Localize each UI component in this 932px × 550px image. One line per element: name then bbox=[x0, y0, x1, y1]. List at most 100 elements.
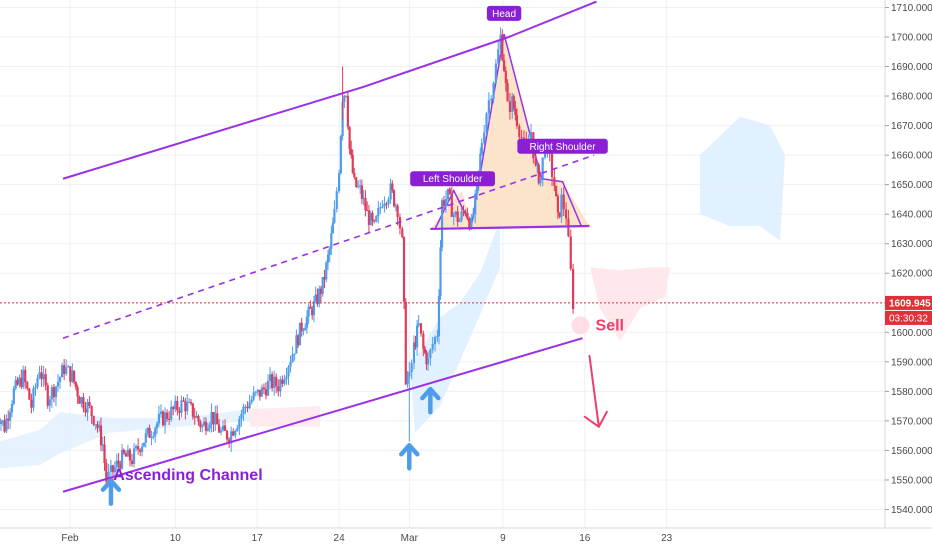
candle-body bbox=[353, 172, 356, 178]
head-shoulders-fill bbox=[430, 34, 590, 229]
candle-body bbox=[144, 433, 147, 443]
candle-body bbox=[180, 400, 183, 413]
candle-body bbox=[74, 381, 77, 388]
candle-body bbox=[12, 388, 15, 404]
candle-body bbox=[242, 406, 245, 415]
candle-body bbox=[38, 372, 41, 379]
annotation-layer: Head Left Shoulder Right Shoulder Ascending… bbox=[100, 5, 624, 506]
candle-body bbox=[464, 211, 467, 213]
candle-body bbox=[318, 288, 321, 305]
candle-body bbox=[504, 70, 507, 84]
head-shoulders-outline bbox=[434, 33, 582, 230]
candle-body bbox=[142, 442, 146, 447]
candle-body bbox=[401, 228, 404, 238]
candle-body bbox=[325, 262, 328, 280]
candle-body bbox=[416, 325, 419, 348]
candle-body bbox=[287, 367, 290, 377]
candle-body bbox=[1, 420, 4, 422]
candle-body bbox=[119, 463, 122, 469]
y-tick-label: 1700.000 bbox=[891, 33, 932, 44]
x-tick-label: 23 bbox=[661, 533, 673, 544]
candle-body bbox=[537, 164, 540, 184]
y-tick-label: 1570.000 bbox=[891, 416, 932, 427]
candle-body bbox=[466, 212, 469, 219]
candle-body bbox=[485, 113, 488, 133]
candle-body bbox=[132, 448, 136, 465]
candle-body bbox=[176, 400, 179, 411]
candle-body bbox=[154, 428, 157, 437]
candle-body bbox=[46, 385, 49, 406]
pattern-label-bg bbox=[517, 138, 608, 154]
candle-body bbox=[429, 349, 432, 359]
candle-body bbox=[238, 418, 241, 428]
candle-body bbox=[52, 387, 56, 398]
candle-body bbox=[472, 214, 475, 218]
candle-body bbox=[364, 197, 367, 211]
candle-body bbox=[355, 177, 358, 187]
candle-body bbox=[117, 460, 120, 464]
candle-body bbox=[109, 465, 113, 472]
candle-body bbox=[10, 403, 14, 413]
candle-body bbox=[404, 301, 407, 385]
candle-body bbox=[396, 205, 399, 218]
candle-body bbox=[201, 425, 204, 428]
candle-body bbox=[385, 203, 388, 205]
candle-body bbox=[348, 126, 351, 150]
candle-body bbox=[5, 418, 8, 432]
candle-body bbox=[16, 379, 19, 385]
candle-body bbox=[232, 431, 235, 436]
y-tick-label: 1670.000 bbox=[891, 121, 932, 132]
neckline bbox=[430, 224, 590, 231]
candle-body bbox=[223, 425, 227, 431]
candle-body bbox=[389, 183, 392, 200]
channel-label: Ascending Channel bbox=[113, 467, 262, 484]
candle-body bbox=[170, 406, 173, 420]
ichimoku-cloud-pink bbox=[590, 267, 670, 342]
candle-body bbox=[157, 414, 161, 424]
candle-body bbox=[50, 387, 53, 400]
candle-body bbox=[543, 151, 547, 158]
candle-body bbox=[94, 424, 97, 426]
candle-body bbox=[283, 379, 286, 384]
y-tick-label: 1710.000 bbox=[891, 3, 932, 14]
candle-body bbox=[569, 236, 572, 269]
candle-body bbox=[480, 143, 483, 154]
candle-body bbox=[92, 415, 95, 425]
candle-body bbox=[508, 101, 512, 112]
candle-body bbox=[562, 194, 565, 210]
candle-body bbox=[512, 96, 515, 109]
candle-body bbox=[139, 449, 142, 452]
candle-body bbox=[268, 374, 272, 382]
candle-body bbox=[152, 436, 155, 438]
candle-body bbox=[367, 210, 371, 226]
candle-body bbox=[166, 412, 169, 419]
y-tick-label: 1660.000 bbox=[891, 151, 932, 162]
x-tick-label: 10 bbox=[170, 533, 182, 544]
candle-body bbox=[258, 389, 261, 397]
candle-body bbox=[262, 387, 266, 390]
sell-marker-icon bbox=[571, 316, 590, 335]
candle-body bbox=[163, 412, 167, 426]
candle-body bbox=[369, 212, 372, 226]
candle-body bbox=[406, 376, 409, 385]
countdown-tag-label: 03:30:32 bbox=[889, 313, 928, 324]
candle-body bbox=[217, 424, 221, 433]
candle-body bbox=[514, 108, 517, 116]
x-tick-label: 16 bbox=[579, 533, 591, 544]
candle-body bbox=[502, 60, 506, 71]
candle-body bbox=[105, 462, 108, 482]
candle-body bbox=[474, 193, 477, 215]
candle-body bbox=[328, 248, 331, 255]
candle-body bbox=[7, 418, 10, 421]
candle-body bbox=[82, 397, 85, 409]
candle-body bbox=[99, 425, 103, 446]
candle-body bbox=[426, 358, 430, 365]
y-tick-label: 1680.000 bbox=[891, 92, 932, 103]
candle-body bbox=[107, 471, 110, 482]
candle-body bbox=[541, 157, 544, 179]
candle-body bbox=[69, 366, 72, 382]
candle-body bbox=[228, 439, 231, 444]
y-tick-label: 1650.000 bbox=[891, 180, 932, 191]
candle-body bbox=[28, 388, 31, 400]
price-tag-bg bbox=[885, 295, 932, 310]
